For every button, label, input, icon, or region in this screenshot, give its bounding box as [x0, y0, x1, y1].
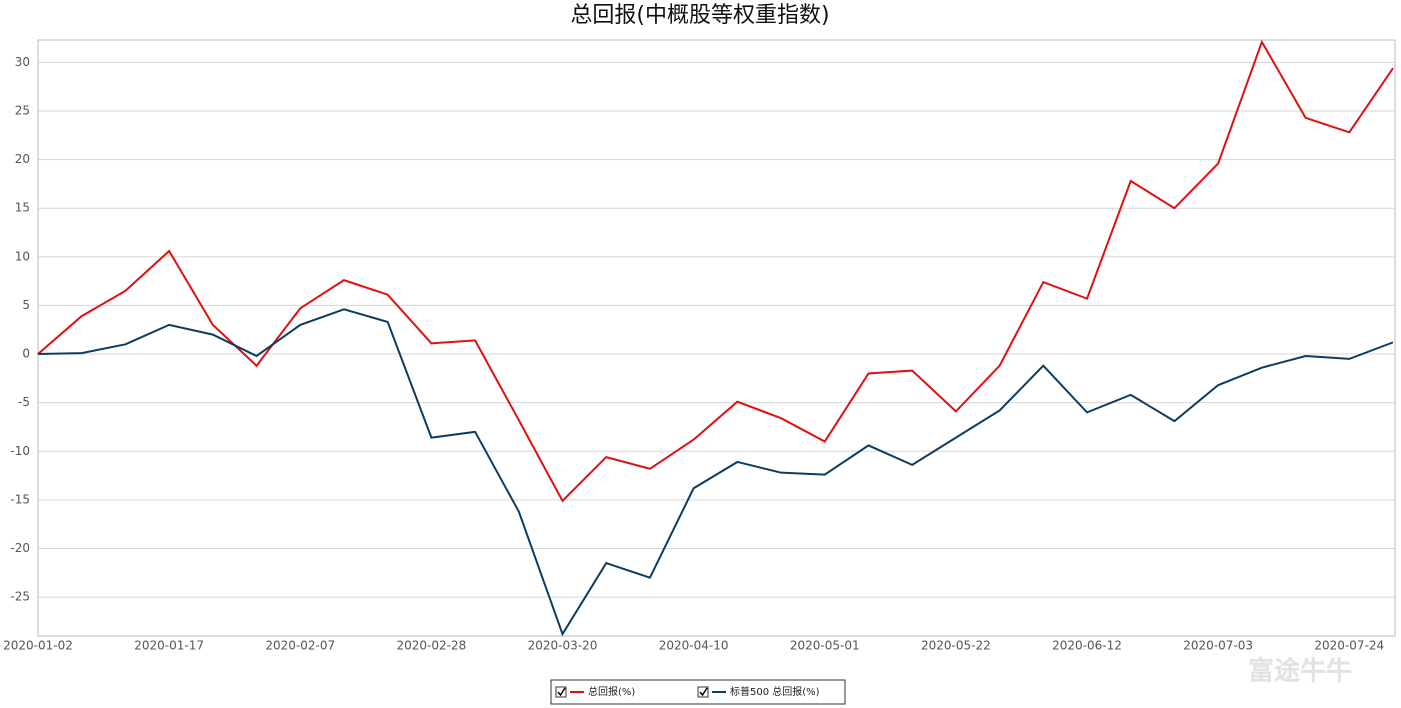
y-tick-label: -5 — [18, 395, 30, 409]
y-tick-label: 30 — [15, 55, 30, 69]
x-tick-label: 2020-07-03 — [1183, 639, 1253, 653]
x-tick-label: 2020-05-01 — [790, 639, 860, 653]
x-tick-label: 2020-03-20 — [528, 639, 598, 653]
legend-check — [699, 687, 708, 697]
x-tick-label: 2020-05-22 — [921, 639, 991, 653]
x-tick-label: 2020-02-07 — [265, 639, 335, 653]
y-tick-label: 20 — [15, 152, 30, 166]
legend-checkbox — [555, 686, 567, 698]
y-tick-label: -20 — [10, 541, 30, 555]
x-tick-label: 2020-02-28 — [397, 639, 467, 653]
x-tick-label: 2020-04-10 — [659, 639, 729, 653]
legend-label: 标普500 总回报(%) — [730, 685, 820, 698]
x-tick-label: 2020-07-24 — [1314, 639, 1384, 653]
x-tick-label: 2020-01-17 — [134, 639, 204, 653]
legend-label: 总回报(%) — [588, 685, 635, 698]
legend-checkbox — [697, 686, 709, 698]
line-series — [37, 39, 1394, 503]
y-tick-label: -10 — [10, 444, 30, 458]
watermark: 富途牛牛 — [1248, 656, 1352, 687]
y-tick-label: 5 — [22, 298, 30, 312]
x-tick-label: 2020-06-12 — [1052, 639, 1122, 653]
plot-border — [37, 39, 1396, 637]
y-tick-label: 10 — [15, 249, 30, 263]
y-tick-label: 0 — [22, 347, 30, 361]
legend-check — [557, 687, 566, 697]
line-series — [37, 308, 1394, 637]
y-tick-label: -15 — [10, 492, 30, 506]
y-tick-label: 25 — [15, 103, 30, 117]
y-tick-label: 15 — [15, 201, 30, 215]
y-tick-label: -25 — [10, 590, 30, 604]
x-tick-label: 2020-01-02 — [3, 639, 73, 653]
chart-title: 总回报(中概股等权重指数) — [570, 3, 829, 28]
